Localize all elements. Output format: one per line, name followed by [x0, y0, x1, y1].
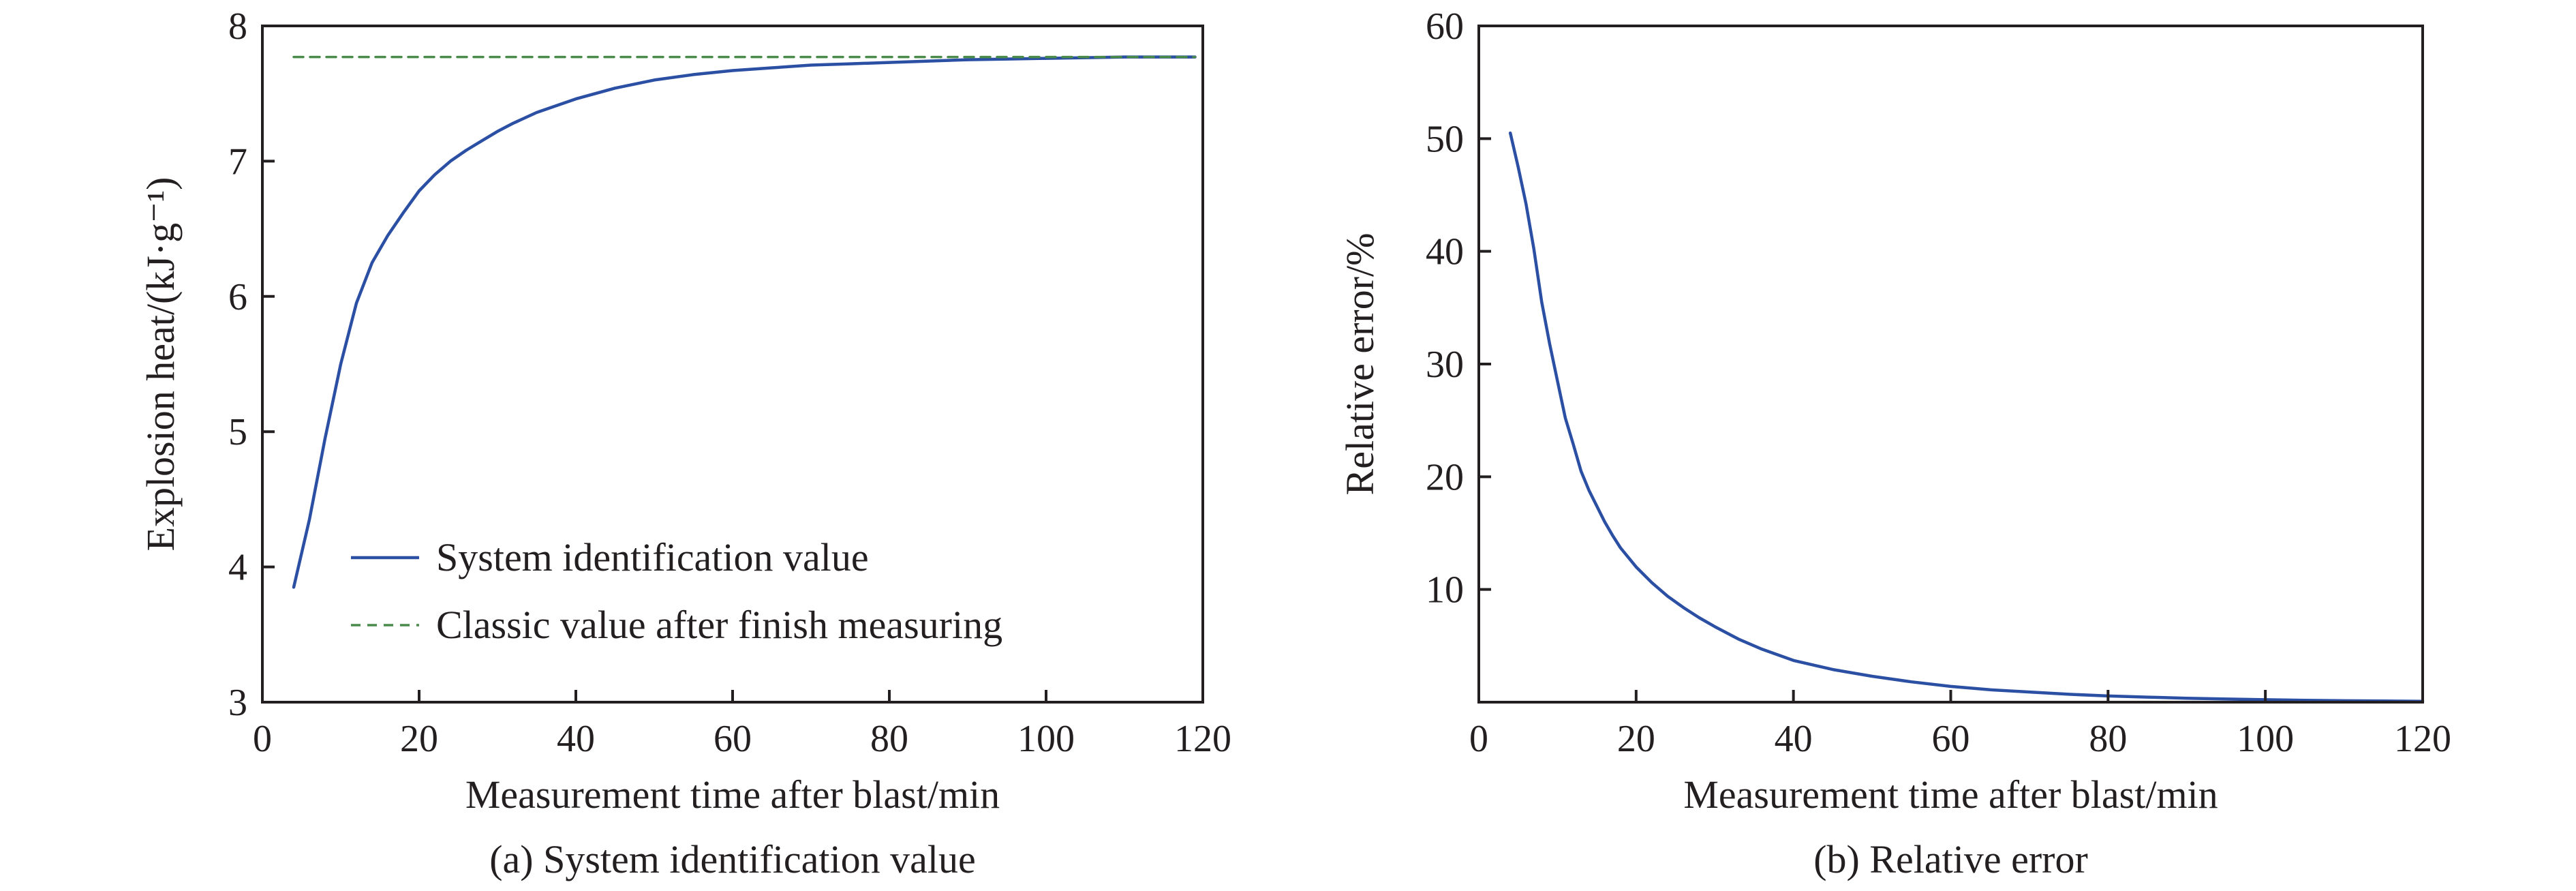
y-tick-label: 50 [1426, 118, 1464, 160]
series-line-1-0 [1508, 131, 2425, 703]
x-tick-label: 60 [1932, 718, 1970, 760]
y-tick-label: 20 [1426, 456, 1464, 498]
x-tick-label: 40 [1775, 718, 1813, 760]
x-tick-label: 20 [400, 718, 438, 760]
x-tick-label: 0 [1469, 718, 1488, 760]
plot-frame [1477, 25, 2424, 704]
y-tick-label: 40 [1426, 231, 1464, 273]
y-axis-label: Relative error/% [1338, 233, 1382, 496]
x-axis-label: Measurement time after blast/min [1683, 772, 2218, 817]
chart-a: 0 20 40 60 80 100 120 3 4 5 6 7 8 Measurement time af… [138, 5, 1231, 881]
x-tick-label: 40 [557, 718, 595, 760]
x-tick-label: 60 [714, 718, 752, 760]
x-tick-label: 100 [1017, 718, 1075, 760]
y-tick-label: 3 [228, 682, 247, 724]
y-tick-label: 10 [1426, 569, 1464, 611]
y-axis-label: Explosion heat/(kJ·g⁻¹) [138, 177, 183, 552]
x-tick-label: 80 [2089, 718, 2127, 760]
y-tick-label: 6 [228, 276, 247, 318]
legend: System identification value Classic value… [351, 535, 1002, 647]
x-tick-label: 20 [1617, 718, 1655, 760]
y-tick-label: 7 [228, 140, 247, 183]
x-axis-label: Measurement time after blast/min [465, 772, 1000, 817]
legend-label-0: System identification value [436, 535, 869, 579]
y-tick-label: 8 [228, 5, 247, 48]
plot-frame [261, 25, 1204, 704]
chart-caption: (b) Relative error [1813, 837, 2088, 881]
y-tick-label: 4 [228, 547, 247, 589]
y-tick-label: 5 [228, 411, 247, 453]
chart-caption: (a) System identification value [489, 837, 976, 881]
x-tick-label: 80 [870, 718, 908, 760]
x-tick-label: 0 [253, 718, 272, 760]
y-tick-label: 60 [1426, 5, 1464, 48]
chart-b: 0 20 40 60 80 100 120 10 20 30 40 50 60 Measurement t… [1338, 5, 2451, 881]
x-tick-label: 120 [2394, 718, 2451, 760]
y-tick-label: 30 [1426, 344, 1464, 386]
x-tick-label: 100 [2237, 718, 2294, 760]
legend-label-1: Classic value after finish measuring [436, 603, 1002, 647]
x-tick-label: 120 [1174, 718, 1231, 760]
series-line-0-0 [292, 55, 1197, 589]
